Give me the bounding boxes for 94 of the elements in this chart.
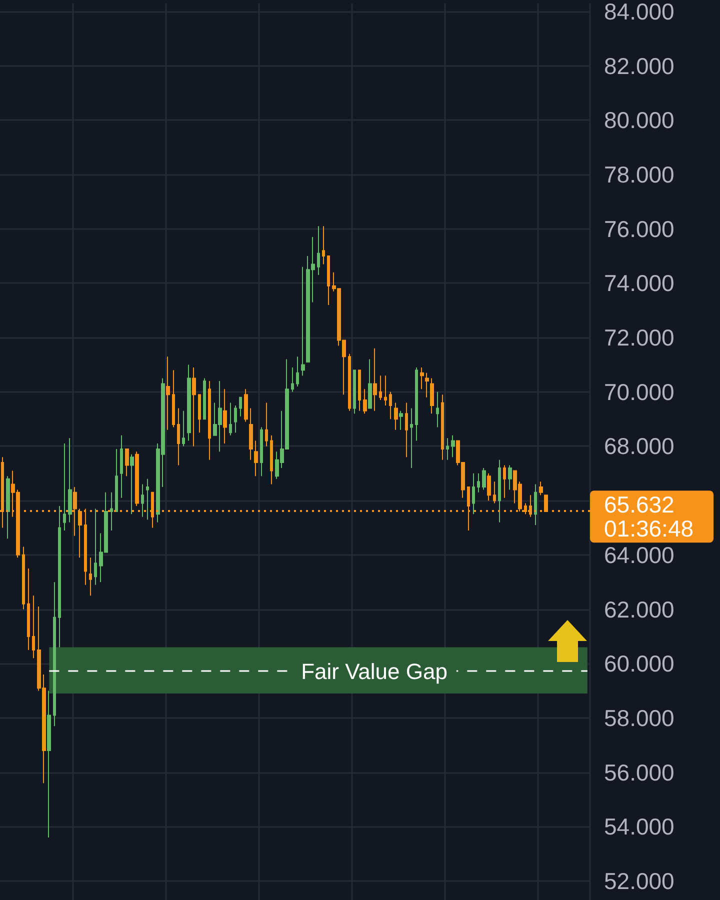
- candlestick: [446, 438, 449, 460]
- candlestick: [47, 690, 51, 838]
- candlestick: [487, 472, 491, 502]
- candlestick: [368, 358, 372, 409]
- y-tick-label: 78.000: [604, 162, 674, 188]
- candlestick: [493, 481, 496, 504]
- candlestick: [301, 266, 305, 376]
- candlestick: [363, 388, 367, 414]
- candlestick: [430, 378, 434, 414]
- candlestick: [472, 472, 475, 515]
- candlestick: [198, 394, 201, 434]
- candlestick: [420, 366, 424, 390]
- y-tick-label: 76.000: [604, 216, 674, 242]
- candlestick: [53, 582, 56, 727]
- candlestick: [89, 557, 92, 596]
- candlestick: [229, 402, 232, 436]
- candlestick: [508, 464, 512, 490]
- candlestick: [399, 410, 403, 430]
- candlestick: [234, 404, 237, 434]
- candlestick: [244, 388, 248, 422]
- candlestick: [534, 484, 537, 526]
- text: 01:36:48: [604, 516, 694, 542]
- candlestick: [415, 366, 418, 442]
- candlestick: [394, 402, 398, 430]
- candlestick: [436, 391, 439, 428]
- y-tick-label: 64.000: [604, 542, 674, 568]
- candlestick: [451, 434, 455, 458]
- candlestick: [58, 506, 61, 648]
- y-tick-label: 70.000: [604, 378, 674, 405]
- candlestick: [187, 364, 191, 442]
- y-tick-label: 58.000: [604, 704, 674, 731]
- candlestick: [539, 481, 543, 496]
- candlestick: [177, 408, 180, 466]
- candlestick: [373, 348, 377, 412]
- candlestick: [270, 434, 273, 485]
- y-tick-label: 84.000: [604, 0, 674, 24]
- candlestick: [482, 467, 486, 490]
- candlestick: [265, 402, 268, 447]
- ref-line-label: 65.632: [604, 492, 674, 518]
- candlestick: [317, 226, 320, 276]
- candlestick: [166, 356, 170, 430]
- candlestick: [410, 408, 413, 468]
- candlestick: [441, 394, 444, 460]
- candlestick: [223, 388, 227, 444]
- candlestick: [94, 508, 97, 586]
- candlestick: [115, 448, 118, 512]
- candlestick: [249, 408, 253, 460]
- candlestick: [425, 372, 429, 398]
- candlestick: [503, 464, 506, 498]
- candlestick: [6, 476, 10, 540]
- candlestick: [182, 410, 185, 447]
- candlestick: [208, 380, 211, 460]
- candlestick: [254, 440, 258, 477]
- y-tick-label: 60.000: [604, 650, 674, 677]
- candlestick: [353, 370, 356, 414]
- y-tick-label: 82.000: [604, 52, 674, 79]
- candlestick: [327, 256, 330, 306]
- candlestick: [358, 370, 361, 412]
- candlestick: [384, 375, 387, 406]
- candlestick: [120, 434, 123, 498]
- y-tick-label: 56.000: [604, 759, 674, 786]
- candlestick: [141, 484, 144, 518]
- candlestick: [22, 546, 25, 610]
- candlestick: [291, 366, 294, 392]
- candlestick: [192, 366, 196, 447]
- candlestick: [146, 478, 149, 520]
- candlestick: [135, 451, 139, 507]
- candlestick: [32, 595, 35, 659]
- y-tick-label: 72.000: [604, 324, 674, 351]
- candlestick: [389, 391, 392, 420]
- candlestick: [477, 472, 480, 493]
- candlestick: [27, 568, 30, 651]
- candlestick: [130, 454, 134, 515]
- candlestick: [172, 370, 175, 428]
- candlestick: [68, 438, 72, 523]
- y-tick-label: 80.000: [604, 107, 674, 134]
- candlestick: [379, 375, 382, 401]
- candlestick: [498, 459, 501, 523]
- y-tick-label: 52.000: [604, 868, 674, 894]
- candlestick: [348, 353, 351, 412]
- candlestick: [203, 378, 206, 420]
- candlestick: [110, 492, 113, 531]
- band-label: Fair Value Gap: [301, 658, 448, 684]
- candlestick: [322, 226, 325, 265]
- y-tick-label: 68.000: [604, 433, 674, 460]
- y-tick-label: 62.000: [604, 596, 674, 622]
- candlestick: [296, 356, 299, 387]
- candlestick: [405, 402, 408, 458]
- y-tick-label: 54.000: [604, 814, 674, 840]
- candlestick: [63, 443, 66, 531]
- y-tick-label: 74.000: [604, 270, 674, 296]
- candlestick: [239, 396, 242, 417]
- candlestick: [125, 448, 129, 477]
- candlestick: [260, 426, 263, 477]
